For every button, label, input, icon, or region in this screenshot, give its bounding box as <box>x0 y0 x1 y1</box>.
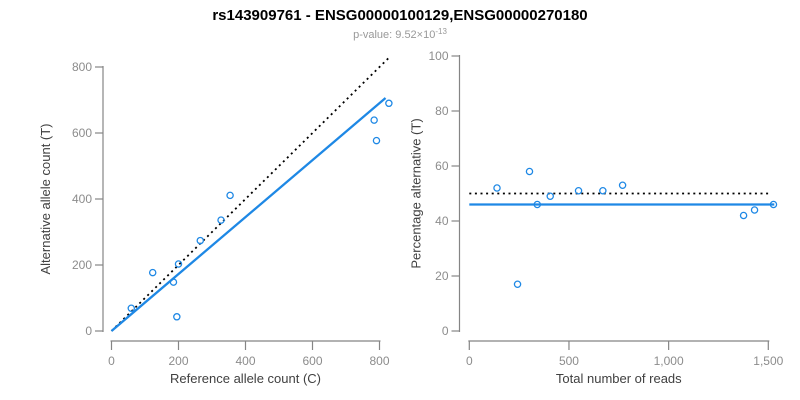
data-point <box>127 304 136 312</box>
figure-header: rs143909761 - ENSG00000100129,ENSG000002… <box>0 0 800 45</box>
data-point <box>217 216 225 224</box>
x-axis-title: Total number of reads <box>556 371 682 386</box>
page-title: rs143909761 - ENSG00000100129,ENSG000002… <box>212 7 588 24</box>
data-point <box>599 186 607 195</box>
data-point <box>546 192 554 200</box>
data-point <box>169 278 178 286</box>
data-point <box>525 167 534 176</box>
data-point <box>226 191 234 200</box>
y-tick-label: 800 <box>72 60 92 74</box>
p-value-text: p-value: 9.52×10 <box>353 29 436 41</box>
x-tick-label: 1,000 <box>654 354 684 368</box>
data-point <box>513 280 522 288</box>
data-point <box>618 181 627 189</box>
data-point <box>750 206 759 214</box>
y-tick-label: 80 <box>435 104 449 118</box>
y-tick-label: 60 <box>435 159 449 173</box>
y-tick-label: 20 <box>435 269 449 283</box>
data-point <box>385 99 393 108</box>
x-tick-label: 0 <box>466 354 473 368</box>
p-value-subtitle: p-value: 9.52×10-13 <box>0 27 800 41</box>
allele-count-scatter-plot: 0 200 400 600 800 0 200 400 600 800 Alternative al… <box>38 56 393 386</box>
y-axis-title: Percentage alternative (T) <box>409 118 424 268</box>
x-tick-label: 0 <box>108 354 115 368</box>
x-tick-label: 600 <box>302 354 322 368</box>
x-tick-label: 800 <box>369 354 389 368</box>
x-axis-title: Reference allele count (C) <box>170 371 321 386</box>
p-value-exponent: -13 <box>435 27 447 36</box>
y-axis-title: Alternative allele count (T) <box>38 123 53 274</box>
y-tick-label: 400 <box>72 192 92 206</box>
y-tick-label: 100 <box>428 49 448 63</box>
x-tick-label: 400 <box>235 354 255 368</box>
data-point <box>493 184 501 192</box>
data-point <box>370 116 378 124</box>
data-point <box>533 200 542 209</box>
data-point <box>148 268 157 277</box>
x-tick-label: 500 <box>559 354 579 368</box>
data-point <box>173 313 181 321</box>
identity-line <box>110 56 391 332</box>
charts-row: 0 200 400 600 800 0 200 400 600 800 Alternative al… <box>0 45 800 400</box>
data-point <box>769 200 778 209</box>
data-point <box>174 260 183 268</box>
regression-line <box>110 97 387 332</box>
y-tick-label: 40 <box>435 214 449 228</box>
percentage-reads-scatter-plot: 0 20 40 60 80 100 0 500 1,000 1,500 Percentage alt… <box>409 49 784 386</box>
y-tick-label: 0 <box>85 324 92 338</box>
x-tick-label: 200 <box>168 354 188 368</box>
y-tick-label: 200 <box>72 258 92 272</box>
data-point <box>574 186 583 195</box>
data-point <box>196 236 205 245</box>
data-point <box>372 136 381 145</box>
y-tick-label: 0 <box>442 324 449 338</box>
y-tick-label: 600 <box>72 126 92 140</box>
x-tick-label: 1,500 <box>753 354 783 368</box>
data-point <box>739 211 748 220</box>
